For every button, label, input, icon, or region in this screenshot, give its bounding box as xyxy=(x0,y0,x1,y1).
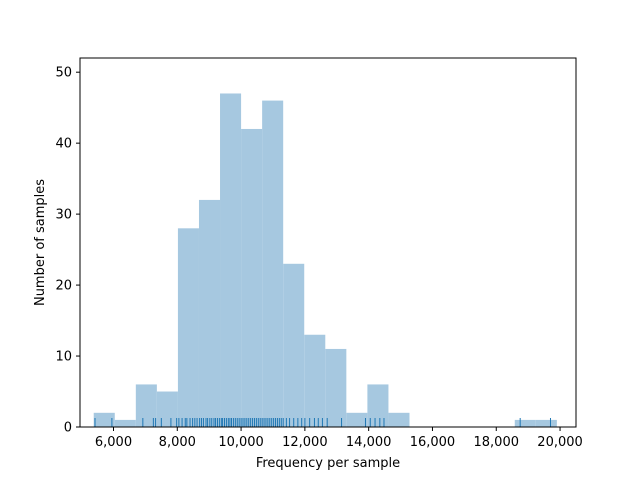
x-tick-label: 6,000 xyxy=(95,435,132,450)
histogram-bar xyxy=(535,419,557,427)
plot-frame xyxy=(79,57,577,428)
histogram-bar xyxy=(283,263,305,427)
histogram-bar xyxy=(156,391,178,427)
y-tick-label: 20 xyxy=(55,279,72,294)
histogram-bars xyxy=(93,93,557,428)
x-axis-ticks: 6,000 8,000 10,000 12,000 14,000 16,000 18,000… xyxy=(95,427,583,450)
histogram-bar xyxy=(514,419,536,427)
y-axis-ticks: 0 10 20 30 40 50 xyxy=(55,66,80,436)
x-tick-label: 12,000 xyxy=(282,435,328,450)
y-tick-label: 0 xyxy=(64,421,72,436)
histogram-bar xyxy=(220,93,242,427)
histogram-bar xyxy=(346,412,368,427)
rug-marks xyxy=(94,418,551,427)
x-tick-label: 16,000 xyxy=(410,435,456,450)
histogram-bar xyxy=(177,228,199,427)
histogram-bar xyxy=(325,348,347,427)
histogram-bar xyxy=(114,419,136,427)
histogram-bar xyxy=(198,199,221,427)
y-tick-label: 40 xyxy=(55,137,72,152)
x-tick-label: 14,000 xyxy=(346,435,392,450)
histogram-bar xyxy=(135,384,157,427)
y-tick-label: 10 xyxy=(55,350,72,365)
x-tick-label: 10,000 xyxy=(218,435,264,450)
x-tick-label: 18,000 xyxy=(474,435,520,450)
histogram-bar xyxy=(241,128,263,427)
histogram-bar xyxy=(367,384,389,427)
histogram-bar xyxy=(304,334,326,427)
x-tick-label: 8,000 xyxy=(159,435,196,450)
x-tick-label: 20,000 xyxy=(537,435,583,450)
y-tick-label: 30 xyxy=(55,208,72,223)
histogram-bar xyxy=(262,100,284,428)
y-tick-label: 50 xyxy=(55,66,72,81)
x-axis-label: Frequency per sample xyxy=(256,456,400,471)
histogram-bar xyxy=(93,412,115,427)
y-axis-label: Number of samples xyxy=(33,179,48,306)
histogram-bar xyxy=(388,412,410,427)
